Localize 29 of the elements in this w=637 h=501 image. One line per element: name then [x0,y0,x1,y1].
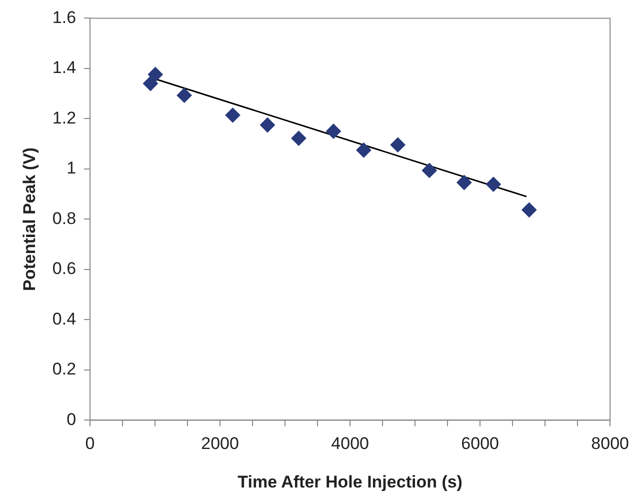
y-tick-label: 1 [66,158,76,178]
x-tick-label: 2000 [201,434,239,454]
y-tick-label: 1.4 [52,58,76,78]
x-tick-label: 6000 [461,434,499,454]
x-tick-label: 8000 [591,434,630,454]
point [176,88,192,103]
point [142,76,158,92]
point [326,124,341,139]
point [291,130,306,146]
y-tick-label: 0 [66,410,76,429]
point [390,137,406,152]
y-axis-title: Potential Peak (V) [20,147,39,292]
y-tick-label: 0.2 [52,360,76,379]
point [486,176,501,192]
point [356,142,372,158]
x-tick-label: 0 [85,434,95,454]
point [522,202,537,218]
x-tick-label: 4000 [331,434,369,454]
y-tick-label: 1.2 [52,108,76,128]
x-axis-title: Time After Hole Injection (s) [238,472,462,492]
point [260,117,276,132]
y-tick-label: 0.4 [52,309,76,328]
point [456,175,472,190]
point [225,108,240,123]
point [148,66,163,82]
y-tick-label: 1.6 [52,8,76,27]
y-tick-label: 0.8 [52,208,76,228]
y-tick-label: 0.6 [52,259,76,278]
point [422,162,437,178]
